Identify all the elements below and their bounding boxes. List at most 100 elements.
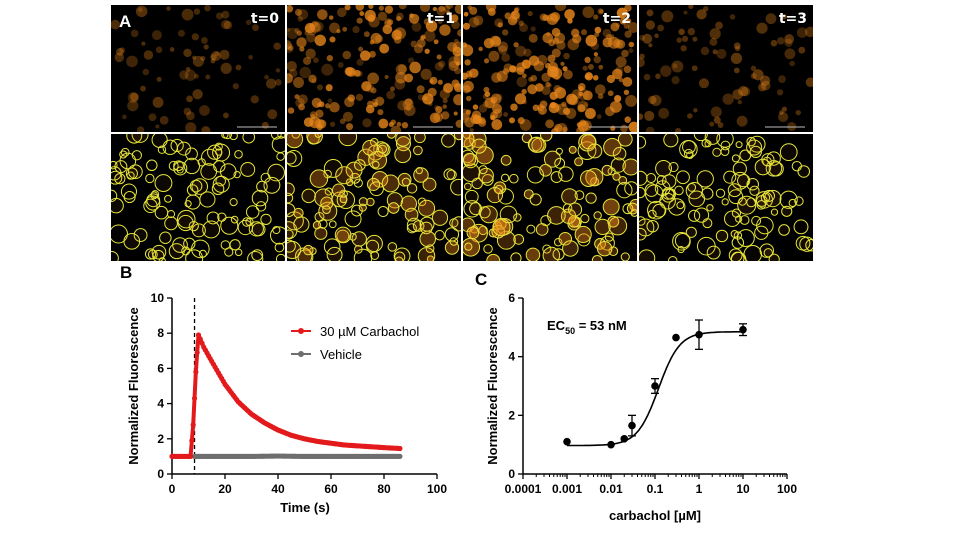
data-point <box>346 453 352 459</box>
data-point <box>306 437 313 443</box>
data-point <box>386 453 392 459</box>
fluorescence-image-tile: t=3 <box>639 5 813 132</box>
data-point <box>337 453 343 459</box>
data-point <box>298 435 304 441</box>
series-line-carbachol <box>172 334 401 459</box>
data-point <box>213 453 219 459</box>
legend-label: 30 µM Carbachol <box>320 324 419 339</box>
data-point <box>333 453 339 459</box>
data-point <box>381 445 387 451</box>
data-point <box>181 453 187 459</box>
data-point <box>344 442 351 448</box>
data-point <box>199 340 205 346</box>
legend-label: Vehicle <box>320 347 362 362</box>
data-point <box>261 453 267 459</box>
data-point <box>388 445 394 451</box>
data-point <box>258 418 265 424</box>
chart-c-ylabel: Normalized Fluorescence <box>485 307 500 465</box>
data-point <box>298 453 304 459</box>
data-point <box>197 453 203 459</box>
data-point <box>672 333 680 342</box>
data-point <box>290 433 296 439</box>
x-tick-label: 1 <box>696 482 703 496</box>
time-point-label: t=0 <box>250 11 279 27</box>
data-point <box>265 422 271 428</box>
data-point <box>363 453 369 459</box>
data-point <box>171 453 177 459</box>
x-tick-label: 10 <box>736 482 750 496</box>
data-point <box>209 358 215 364</box>
data-point <box>294 453 301 459</box>
data-point <box>383 445 389 451</box>
data-point <box>204 453 210 459</box>
data-point <box>267 423 273 429</box>
data-point <box>395 445 401 451</box>
data-point <box>174 453 180 459</box>
data-point <box>180 453 186 459</box>
data-point <box>178 453 184 459</box>
data-point <box>321 453 327 459</box>
data-point <box>202 453 208 459</box>
data-point <box>232 394 238 401</box>
data-point <box>197 336 203 342</box>
data-point <box>377 453 384 459</box>
panel-c-letter: C <box>475 270 488 289</box>
data-point <box>291 453 297 459</box>
data-point <box>212 364 218 370</box>
data-point <box>187 453 194 459</box>
data-point <box>343 442 349 448</box>
data-point <box>356 443 362 449</box>
data-point <box>397 445 403 452</box>
data-point <box>233 397 240 403</box>
data-point <box>351 453 357 459</box>
data-point <box>286 453 292 459</box>
data-point <box>227 453 233 459</box>
data-point <box>243 453 249 459</box>
data-point <box>311 438 318 444</box>
data-point <box>224 453 230 459</box>
data-point <box>225 453 232 459</box>
data-point <box>273 426 279 432</box>
data-point <box>314 453 320 459</box>
data-point <box>217 373 223 379</box>
data-point <box>248 411 255 417</box>
data-point <box>259 453 265 459</box>
x-tick-label: 20 <box>218 482 232 496</box>
segmentation-image-tile <box>639 134 813 261</box>
data-point <box>283 430 289 436</box>
y-tick-label: 10 <box>151 291 165 305</box>
time-point-label: t=1 <box>426 11 455 27</box>
data-point <box>366 444 372 450</box>
data-point <box>229 390 235 396</box>
data-point <box>331 453 338 459</box>
y-tick-label: 2 <box>157 432 164 446</box>
data-point <box>247 453 253 459</box>
y-tick-label: 6 <box>508 291 515 305</box>
data-point <box>330 440 336 447</box>
data-point <box>257 453 263 459</box>
data-point <box>358 453 364 459</box>
data-point <box>397 453 403 459</box>
data-point <box>293 453 299 459</box>
x-tick-label: 0.001 <box>552 482 582 496</box>
x-tick-label: 0 <box>169 482 176 496</box>
data-point <box>211 453 217 459</box>
data-point <box>651 382 659 390</box>
data-point <box>383 453 389 459</box>
fluorescence-image-tile: t=2 <box>463 5 637 132</box>
data-point <box>353 453 359 459</box>
data-point <box>219 375 225 382</box>
data-point <box>339 442 346 448</box>
fluorescence-image-tile: t=1 <box>287 5 461 132</box>
data-point <box>260 419 266 425</box>
time-point-label: t=3 <box>778 11 807 27</box>
data-point <box>270 424 276 430</box>
data-point <box>253 414 260 421</box>
data-point <box>300 435 306 441</box>
data-point <box>254 453 260 459</box>
data-point <box>191 453 198 459</box>
data-point <box>286 432 293 438</box>
data-point <box>358 443 364 449</box>
data-point <box>191 395 198 401</box>
data-point <box>323 439 329 446</box>
